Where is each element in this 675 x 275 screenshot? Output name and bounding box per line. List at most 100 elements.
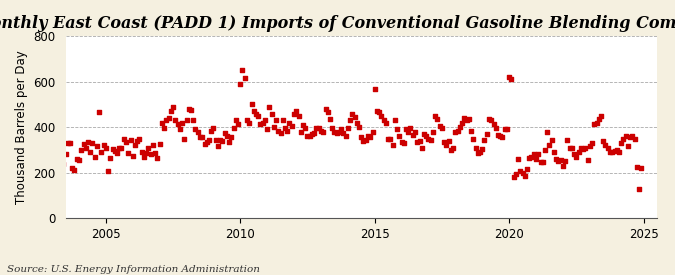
Point bbox=[291, 109, 302, 114]
Point bbox=[67, 166, 78, 170]
Point bbox=[430, 114, 441, 118]
Point bbox=[529, 152, 539, 157]
Point bbox=[589, 122, 600, 126]
Point bbox=[311, 126, 322, 131]
Point bbox=[612, 148, 622, 152]
Point bbox=[107, 147, 118, 151]
Point bbox=[515, 169, 526, 174]
Point bbox=[150, 151, 161, 155]
Point bbox=[85, 150, 96, 154]
Point bbox=[571, 155, 582, 159]
Point bbox=[394, 134, 405, 139]
Point bbox=[260, 118, 271, 123]
Point bbox=[524, 156, 535, 160]
Point bbox=[618, 136, 629, 141]
Point bbox=[152, 156, 163, 160]
Point bbox=[441, 143, 452, 148]
Point bbox=[488, 122, 499, 126]
Point bbox=[233, 122, 244, 126]
Point bbox=[92, 144, 103, 149]
Point bbox=[609, 149, 620, 153]
Point bbox=[435, 124, 446, 128]
Point bbox=[282, 128, 293, 133]
Point bbox=[167, 104, 178, 109]
Point bbox=[517, 170, 528, 175]
Point bbox=[103, 169, 113, 174]
Point bbox=[304, 134, 315, 139]
Point bbox=[215, 138, 225, 142]
Point bbox=[347, 111, 358, 116]
Point bbox=[605, 150, 616, 154]
Point bbox=[477, 147, 487, 151]
Point bbox=[302, 134, 313, 139]
Point bbox=[55, 123, 66, 127]
Point bbox=[246, 102, 257, 107]
Point bbox=[69, 168, 80, 172]
Point bbox=[277, 118, 288, 123]
Point bbox=[631, 165, 642, 169]
Point bbox=[573, 150, 584, 154]
Point bbox=[181, 118, 192, 123]
Point bbox=[544, 143, 555, 148]
Point bbox=[423, 136, 434, 141]
Point bbox=[154, 142, 165, 146]
Point bbox=[387, 143, 398, 148]
Point bbox=[226, 135, 237, 140]
Point bbox=[271, 118, 281, 123]
Point bbox=[62, 141, 73, 145]
Point bbox=[327, 126, 338, 131]
Point bbox=[130, 143, 140, 148]
Point bbox=[89, 155, 100, 159]
Point bbox=[602, 145, 613, 150]
Point bbox=[322, 110, 333, 115]
Point bbox=[553, 159, 564, 163]
Point bbox=[369, 86, 380, 91]
Point bbox=[371, 109, 382, 114]
Point bbox=[531, 157, 541, 161]
Point bbox=[614, 150, 624, 154]
Point bbox=[116, 145, 127, 150]
Point bbox=[425, 138, 436, 142]
Point bbox=[275, 131, 286, 135]
Point bbox=[99, 143, 109, 148]
Point bbox=[378, 118, 389, 123]
Point bbox=[219, 131, 230, 135]
Point bbox=[356, 135, 367, 140]
Point bbox=[179, 136, 190, 141]
Point bbox=[123, 151, 134, 155]
Point bbox=[223, 140, 234, 144]
Point bbox=[497, 135, 508, 140]
Point bbox=[121, 140, 132, 144]
Point bbox=[58, 161, 69, 166]
Point bbox=[385, 136, 396, 141]
Point bbox=[306, 132, 317, 136]
Point bbox=[506, 77, 516, 82]
Point bbox=[184, 107, 194, 111]
Point bbox=[625, 135, 636, 140]
Point bbox=[383, 136, 394, 141]
Point bbox=[542, 130, 553, 134]
Point bbox=[392, 127, 402, 132]
Point bbox=[134, 136, 145, 141]
Point bbox=[483, 117, 494, 122]
Point bbox=[157, 120, 167, 125]
Text: Source: U.S. Energy Information Administration: Source: U.S. Energy Information Administ… bbox=[7, 265, 260, 274]
Point bbox=[72, 157, 82, 161]
Point bbox=[354, 125, 364, 129]
Point bbox=[446, 148, 456, 152]
Point bbox=[414, 139, 425, 143]
Point bbox=[269, 125, 279, 129]
Point bbox=[410, 130, 421, 134]
Point bbox=[213, 144, 223, 149]
Point bbox=[596, 114, 607, 118]
Point bbox=[293, 114, 304, 118]
Point bbox=[367, 130, 378, 134]
Point bbox=[208, 126, 219, 131]
Point bbox=[331, 131, 342, 135]
Point bbox=[188, 118, 198, 123]
Point bbox=[284, 120, 295, 125]
Point bbox=[576, 145, 587, 150]
Point bbox=[490, 126, 501, 131]
Point bbox=[464, 117, 475, 122]
Point bbox=[237, 68, 248, 73]
